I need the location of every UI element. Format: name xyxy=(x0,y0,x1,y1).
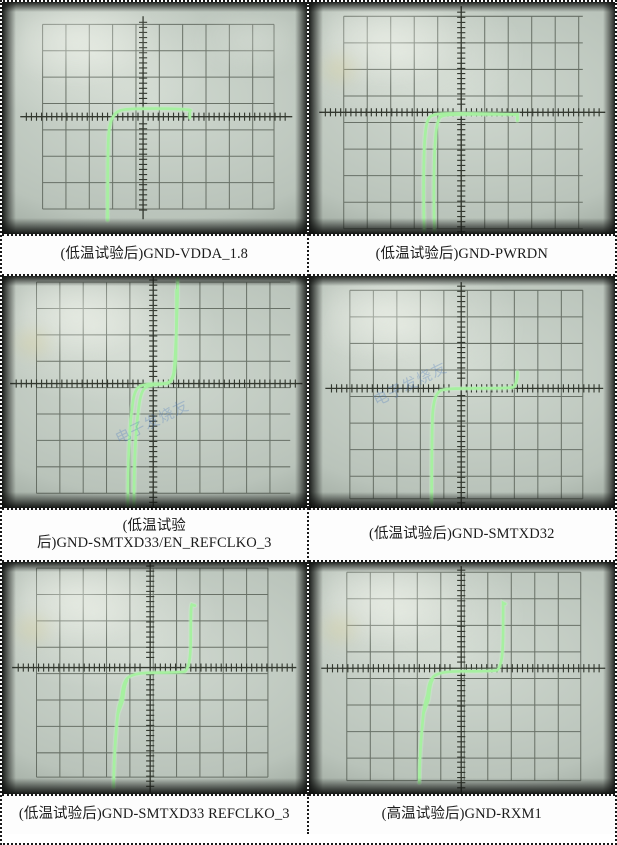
oscilloscope-photo-1 xyxy=(2,2,307,234)
curve-trace-1 xyxy=(105,106,194,223)
caption-text-panel-4: (低温试验后)GND-SMTXD32 xyxy=(369,526,555,543)
figure-cell-panel-2 xyxy=(308,2,615,234)
figure-row-1-images xyxy=(2,2,615,234)
caption-panel-3: (低温试验 后)GND-SMTXD33/EN_REFCLKO_3 xyxy=(2,508,309,562)
caption-panel-4: (低温试验后)GND-SMTXD32 xyxy=(308,508,615,562)
figure-cell-panel-4: 电子发烧友 xyxy=(308,276,615,508)
figure-cell-panel-3: 电子发烧友 xyxy=(2,276,309,508)
caption-line-1: (低温试验 xyxy=(122,517,186,534)
oscilloscope-photo-5 xyxy=(2,562,307,794)
curve-trace-4 xyxy=(428,369,520,508)
caption-text-panel-5: (低温试验后)GND-SMTXD33 REFCLKO_3 xyxy=(18,806,290,823)
figure-cell-panel-1 xyxy=(2,2,309,234)
figure-cell-panel-6 xyxy=(308,562,615,794)
figure-cell-panel-5 xyxy=(2,562,309,794)
caption-panel-6: (高温试验后)GND-RXM1 xyxy=(308,794,615,834)
caption-panel-2: (低温试验后)GND-PWRDN xyxy=(308,234,615,276)
figure-row-2-captions: (低温试验 后)GND-SMTXD33/EN_REFCLKO_3 (低温试验后)… xyxy=(2,508,615,562)
figure-row-3-captions: (低温试验后)GND-SMTXD33 REFCLKO_3 (高温试验后)GND-… xyxy=(2,794,615,834)
caption-text-panel-2: (低温试验后)GND-PWRDN xyxy=(375,246,548,263)
graticule-grid-icon xyxy=(320,566,605,794)
curve-trace-3 xyxy=(125,276,181,508)
curve-trace-5 xyxy=(111,601,198,790)
caption-panel-1: (低温试验后)GND-VDDA_1.8 xyxy=(2,234,309,276)
figure-row-1-captions: (低温试验后)GND-VDDA_1.8 (低温试验后)GND-PWRDN xyxy=(2,234,615,276)
caption-text-panel-3: (低温试验 后)GND-SMTXD33/EN_REFCLKO_3 xyxy=(6,518,303,552)
caption-text-panel-6: (高温试验后)GND-RXM1 xyxy=(381,806,542,823)
graticule-grid-icon xyxy=(20,16,293,220)
oscilloscope-photo-6 xyxy=(308,562,615,794)
oscilloscope-photo-4: 电子发烧友 xyxy=(308,276,615,508)
caption-panel-5: (低温试验后)GND-SMTXD33 REFCLKO_3 xyxy=(2,794,309,834)
curve-trace-2 xyxy=(420,110,520,234)
curve-trace-6 xyxy=(416,598,508,786)
oscilloscope-photo-2 xyxy=(308,2,615,234)
figure-row-3-images xyxy=(2,562,615,794)
caption-text-panel-1: (低温试验后)GND-VDDA_1.8 xyxy=(60,246,249,263)
caption-line-2: 后)GND-SMTXD33/EN_REFCLKO_3 xyxy=(36,535,272,551)
oscilloscope-photo-3: 电子发烧友 xyxy=(2,276,307,508)
figure-row-2-images: 电子发烧友 xyxy=(2,276,615,508)
